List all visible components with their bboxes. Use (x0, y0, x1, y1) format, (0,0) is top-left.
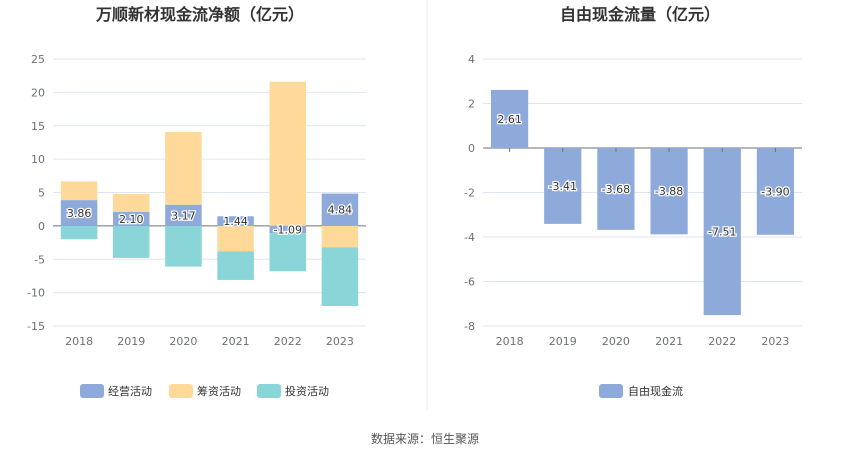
legend-item-financing[interactable]: 筹资活动 (169, 384, 241, 398)
bar-financing-2021 (217, 225, 254, 252)
right-y-tick-label: 0 (468, 142, 475, 155)
legend-label-investing: 投资活动 (285, 384, 329, 398)
right-chart-title: 自由现金流量（亿元） (560, 5, 720, 24)
left-x-tick-label: 2023 (326, 335, 354, 348)
left-y-tick-label: 15 (31, 120, 45, 133)
bar-financing-2019 (112, 193, 150, 212)
left-y-tick-label: 0 (38, 220, 45, 233)
left-plot-area: 25 20 15 10 5 0 -5 -10 -15 2018 2019 2020 2021 2022 20… (27, 53, 366, 348)
right-x-tick-label: 2019 (549, 335, 577, 348)
right-y-tick-label: 4 (468, 53, 475, 66)
legend-item-free-cash-flow[interactable]: 自由现金流 (599, 384, 683, 398)
right-x-tick-label: 2023 (761, 335, 789, 348)
data-label-operating-2018: 3.86 (67, 207, 92, 220)
data-label-free-cash-flow-2020: -3.68 (602, 183, 630, 196)
bar-investing-2021 (217, 251, 254, 280)
right-x-tick-label: 2018 (496, 335, 524, 348)
right-y-tick-label: -6 (464, 276, 475, 289)
legend-item-investing[interactable]: 投资活动 (257, 384, 329, 398)
bar-investing-2022 (269, 233, 307, 272)
left-x-tick-label: 2018 (65, 335, 93, 348)
legend-swatch-free-cash-flow (599, 384, 623, 398)
right-legend: 自由现金流 (599, 384, 683, 398)
right-x-tick-label: 2021 (655, 335, 683, 348)
right-x-tick-label: 2022 (708, 335, 736, 348)
data-label-free-cash-flow-2021: -3.88 (655, 185, 683, 198)
bar-operating-2019 (112, 211, 150, 226)
bar-financing-2022 (269, 81, 307, 226)
data-label-operating-2022: -1.09 (274, 224, 302, 237)
data-label-free-cash-flow-2022: -7.51 (708, 226, 736, 239)
data-label-free-cash-flow-2019: -3.41 (549, 180, 577, 193)
left-chart-title: 万顺新材现金流净额（亿元） (95, 5, 304, 24)
right-y-tick-label: -8 (464, 320, 475, 333)
left-x-tick-label: 2019 (117, 335, 145, 348)
bar-financing-2020 (165, 131, 202, 205)
bar-investing-2020 (165, 225, 202, 267)
left-y-tick-label: 20 (31, 86, 45, 99)
right-y-tick-label: -4 (464, 231, 475, 244)
bar-free-cash-flow-2018 (490, 89, 529, 148)
bar-financing-2018 (60, 181, 98, 201)
left-y-tick-label: 25 (31, 53, 45, 66)
data-label-operating-2019: 2.10 (119, 213, 144, 226)
bar-investing-2019 (112, 225, 150, 258)
right-y-tick-label: 2 (468, 98, 475, 111)
bar-free-cash-flow-2021 (650, 148, 688, 235)
data-label-free-cash-flow-2018: 2.61 (497, 113, 522, 126)
bar-financing-2023 (321, 225, 359, 248)
legend-swatch-operating (80, 384, 104, 398)
data-label-operating-2020: 3.17 (171, 209, 196, 222)
bar-free-cash-flow-2023 (756, 148, 795, 235)
bar-operating-2023 (321, 193, 359, 226)
legend-swatch-financing (169, 384, 193, 398)
bar-free-cash-flow-2020 (597, 148, 635, 230)
left-x-tick-label: 2022 (274, 335, 302, 348)
data-label-free-cash-flow-2023: -3.90 (761, 185, 789, 198)
left-legend: 经营活动 筹资活动 投资活动 (80, 384, 329, 398)
left-y-tick-label: -10 (27, 287, 45, 300)
legend-label-free-cash-flow: 自由现金流 (628, 384, 683, 398)
left-y-tick-label: 5 (38, 187, 45, 200)
left-y-tick-label: -5 (34, 253, 45, 266)
legend-label-financing: 筹资活动 (197, 384, 241, 398)
legend-swatch-investing (257, 384, 281, 398)
legend-item-operating[interactable]: 经营活动 (80, 384, 152, 398)
bar-operating-2018 (60, 200, 98, 226)
left-y-tick-label: 10 (31, 153, 45, 166)
bar-free-cash-flow-2022 (703, 148, 741, 316)
bar-investing-2023 (321, 247, 359, 306)
left-x-tick-label: 2020 (169, 335, 197, 348)
right-x-tick-label: 2020 (602, 335, 630, 348)
bar-investing-2018 (60, 225, 98, 240)
bar-operating-2021 (217, 216, 254, 226)
left-y-tick-label: -15 (27, 320, 45, 333)
right-y-tick-label: -2 (464, 187, 475, 200)
legend-label-operating: 经营活动 (108, 384, 152, 398)
data-label-operating-2023: 4.84 (328, 204, 353, 217)
bar-operating-2022 (269, 225, 307, 234)
bar-free-cash-flow-2019 (544, 148, 582, 224)
data-source-text: 数据来源：恒生聚源 (371, 431, 479, 446)
bar-operating-2020 (165, 204, 202, 226)
data-label-operating-2021: 1.44 (223, 215, 248, 228)
left-x-tick-label: 2021 (222, 335, 250, 348)
right-plot-area: 4 2 0 -2 -4 -6 -8 2.61 2018 -3.41 2019 -3.68 2020 -3.… (464, 53, 802, 348)
